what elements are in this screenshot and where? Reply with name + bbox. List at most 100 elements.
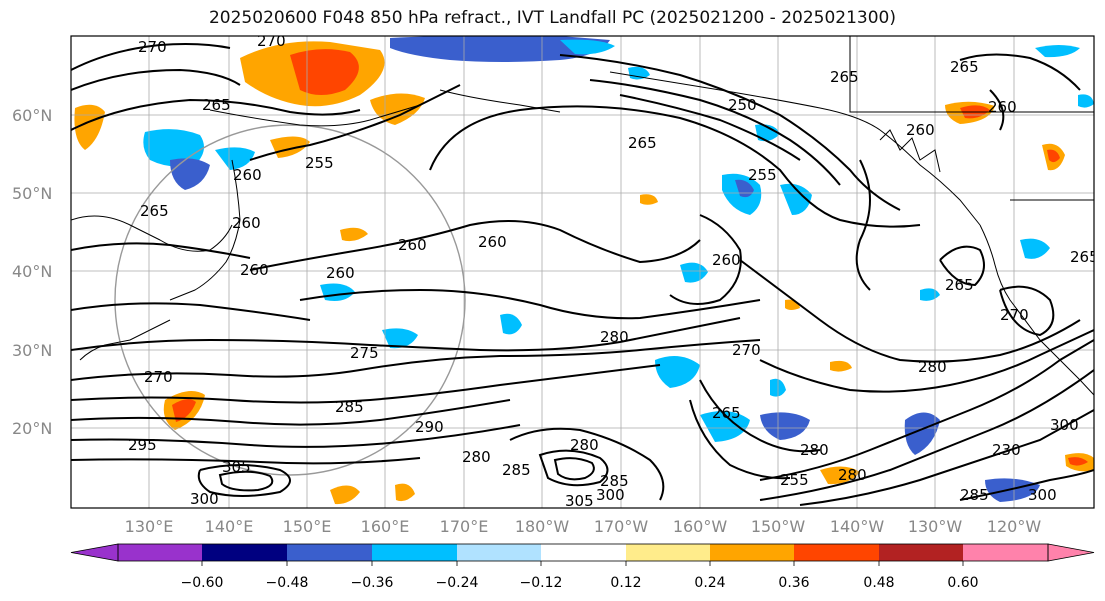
svg-text:250: 250 <box>728 96 757 114</box>
svg-text:−0.60: −0.60 <box>181 575 224 591</box>
svg-text:0.36: 0.36 <box>778 575 809 591</box>
svg-text:140°W: 140°W <box>830 517 885 536</box>
colorbar-segment <box>541 544 626 561</box>
svg-text:265: 265 <box>1070 248 1099 266</box>
svg-text:260: 260 <box>232 214 261 232</box>
svg-text:265: 265 <box>712 404 741 422</box>
colorbar-segment <box>963 544 1048 561</box>
svg-text:280: 280 <box>600 328 629 346</box>
svg-text:−0.36: −0.36 <box>351 575 394 591</box>
colorbar-tick-labels: −0.60 −0.48 −0.36 −0.24 −0.12 0.12 0.24 … <box>181 575 979 591</box>
colorbar-segment <box>287 544 372 561</box>
svg-text:270: 270 <box>732 341 761 359</box>
svg-text:255: 255 <box>780 471 809 489</box>
svg-text:275: 275 <box>350 344 379 362</box>
svg-text:150°E: 150°E <box>283 517 332 536</box>
plot-frame <box>70 35 1095 509</box>
svg-text:160°W: 160°W <box>673 517 728 536</box>
svg-text:300: 300 <box>190 490 219 508</box>
svg-text:260: 260 <box>478 233 507 251</box>
colorbar-segment <box>710 544 794 561</box>
colorbar-frame <box>117 543 1049 562</box>
svg-text:40°N: 40°N <box>12 262 52 281</box>
svg-text:140°E: 140°E <box>205 517 254 536</box>
contour-labels: 270 270 265 265 255 260 265 260 260 260 … <box>128 32 1099 510</box>
svg-text:120°W: 120°W <box>987 517 1042 536</box>
svg-text:130°W: 130°W <box>908 517 963 536</box>
svg-text:265: 265 <box>628 134 657 152</box>
colorbar-segment <box>626 544 710 561</box>
svg-text:160°E: 160°E <box>361 517 410 536</box>
svg-text:260: 260 <box>326 264 355 282</box>
refractivity-contours <box>71 43 1094 506</box>
svg-text:305: 305 <box>222 458 251 476</box>
svg-text:270: 270 <box>144 368 173 386</box>
svg-text:20°N: 20°N <box>12 419 52 438</box>
svg-text:280: 280 <box>570 436 599 454</box>
svg-text:280: 280 <box>918 358 947 376</box>
svg-text:260: 260 <box>398 236 427 254</box>
svg-text:180°W: 180°W <box>515 517 570 536</box>
svg-text:0.48: 0.48 <box>863 575 894 591</box>
svg-text:270: 270 <box>138 38 167 56</box>
svg-text:30°N: 30°N <box>12 341 52 360</box>
svg-text:0.12: 0.12 <box>610 575 641 591</box>
latitude-labels: 60°N 50°N 40°N 30°N 20°N <box>12 106 52 438</box>
svg-text:260: 260 <box>712 251 741 269</box>
svg-text:280: 280 <box>462 448 491 466</box>
svg-text:285: 285 <box>960 486 989 504</box>
svg-text:285: 285 <box>335 398 364 416</box>
svg-text:265: 265 <box>140 202 169 220</box>
colorbar-segment <box>457 544 541 561</box>
colorbar-min-extend <box>70 543 119 562</box>
colorbar-max-extend <box>1047 543 1095 562</box>
map-title: 2025020600 F048 850 hPa refract., IVT La… <box>208 8 896 28</box>
svg-text:0.24: 0.24 <box>694 575 725 591</box>
svg-text:265: 265 <box>950 58 979 76</box>
colorbar-segment <box>879 544 963 561</box>
graticule <box>71 36 1094 508</box>
svg-text:300: 300 <box>596 486 625 504</box>
colorbar-segment <box>794 544 879 561</box>
svg-text:280: 280 <box>800 441 829 459</box>
colorbar <box>70 543 1095 566</box>
svg-text:170°W: 170°W <box>594 517 649 536</box>
svg-text:255: 255 <box>748 166 777 184</box>
svg-text:270: 270 <box>257 32 286 50</box>
positive-shading <box>74 41 1094 505</box>
svg-text:255: 255 <box>305 154 334 172</box>
svg-text:265: 265 <box>202 96 231 114</box>
svg-text:285: 285 <box>600 472 629 490</box>
colorbar-segment <box>202 544 287 561</box>
longitude-labels: 130°E 140°E 150°E 160°E 170°E 180°W 170°… <box>125 517 1042 536</box>
svg-text:170°E: 170°E <box>440 517 489 536</box>
svg-text:290: 290 <box>415 418 444 436</box>
svg-text:0.60: 0.60 <box>947 575 978 591</box>
svg-text:260: 260 <box>240 261 269 279</box>
svg-text:265: 265 <box>945 276 974 294</box>
svg-text:260: 260 <box>988 98 1017 116</box>
svg-text:270: 270 <box>1000 306 1029 324</box>
svg-text:280: 280 <box>838 466 867 484</box>
svg-text:260: 260 <box>906 121 935 139</box>
svg-text:300: 300 <box>1028 486 1057 504</box>
svg-text:−0.48: −0.48 <box>266 575 309 591</box>
svg-text:285: 285 <box>502 461 531 479</box>
svg-text:60°N: 60°N <box>12 106 52 125</box>
svg-text:295: 295 <box>128 436 157 454</box>
svg-text:−0.24: −0.24 <box>436 575 479 591</box>
colorbar-segment <box>372 544 457 561</box>
svg-text:300: 300 <box>1050 416 1079 434</box>
svg-text:305: 305 <box>565 492 594 510</box>
colorbar-segment <box>118 544 202 561</box>
svg-text:150°W: 150°W <box>751 517 806 536</box>
region-circle <box>114 124 466 476</box>
svg-text:130°E: 130°E <box>125 517 174 536</box>
svg-text:265: 265 <box>830 68 859 86</box>
svg-text:−0.12: −0.12 <box>520 575 563 591</box>
svg-text:260: 260 <box>233 166 262 184</box>
svg-text:230: 230 <box>992 441 1021 459</box>
coastlines <box>71 36 1094 396</box>
svg-text:50°N: 50°N <box>12 184 52 203</box>
